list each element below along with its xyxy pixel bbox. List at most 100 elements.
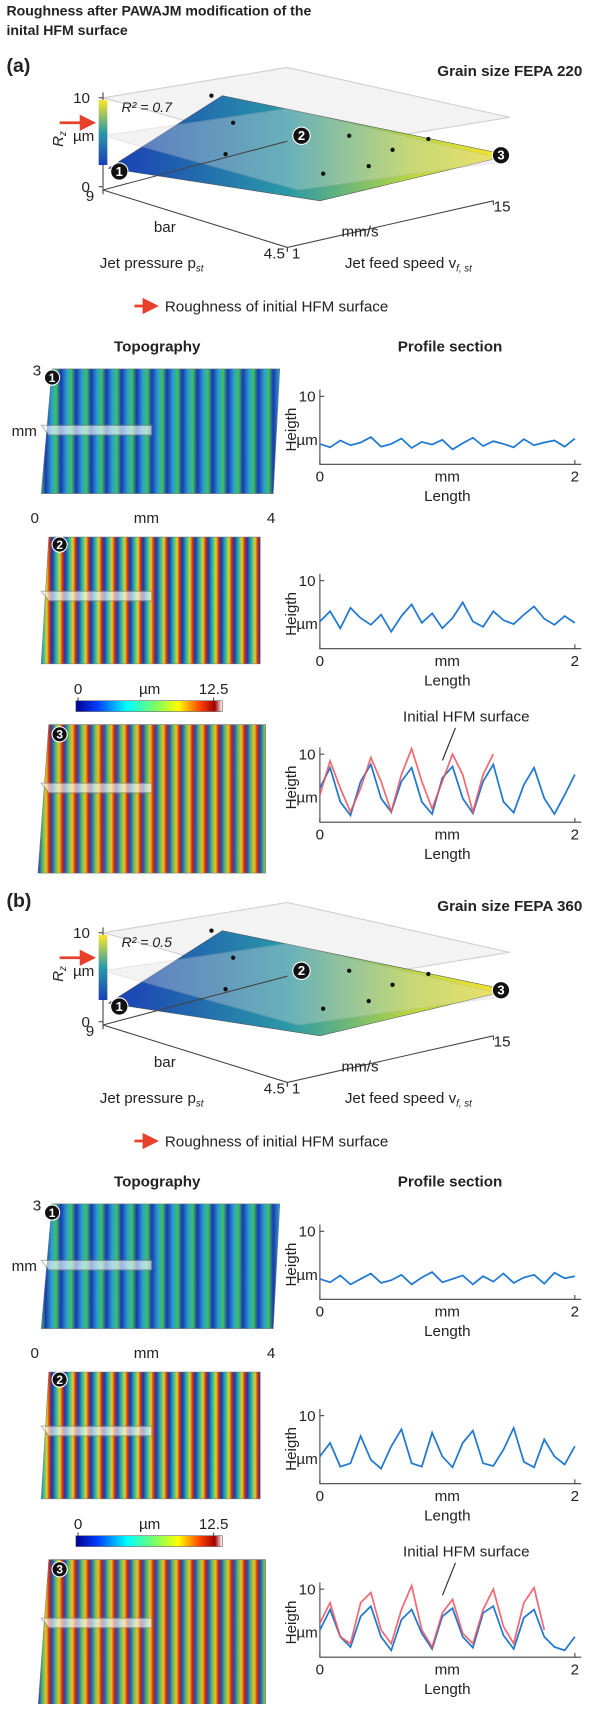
section-bar [40,1617,153,1629]
x-axis-label: Length [424,1508,470,1525]
axis-line [319,1224,582,1300]
axis-label-sub: st [196,1098,205,1109]
axis-tick-label: 15 [494,199,511,216]
sample-marker [51,726,68,743]
sample-number: 2 [298,963,305,978]
sample-number: 3 [497,148,504,163]
x-tick-label: 2 [571,1304,579,1321]
y-axis-label: Heigth [283,1243,300,1287]
grid-plane [102,108,510,191]
axis-label-sub: f, st [456,1098,473,1109]
topo-y-tick: 3 [33,362,41,379]
sample-marker [491,146,511,165]
r-squared: R² = 0.7 [121,99,173,115]
y-unit: µm [296,432,317,449]
topo-unit: mm [12,423,37,440]
colorbar [75,700,223,712]
measurement-dot [426,971,431,977]
topo-x-tick: 0 [30,510,38,527]
z-colorbar [98,99,108,166]
topography-image [37,724,266,874]
topography-image [40,1203,281,1329]
axis-unit: bar [154,219,176,236]
topo-unit: mm [134,510,159,527]
sample-marker [43,1204,61,1221]
section-bar [40,1425,153,1437]
axis-line [319,389,582,465]
section-title: Profile section [398,339,503,356]
axis-tick-label: 1 [292,245,300,262]
topo-unit: mm [12,1258,37,1275]
measurement-dot [230,120,236,125]
axis-label-main: Jet feed speed v [345,255,457,272]
section-title: Topography [114,1174,201,1191]
z-axis-label: Rz [50,131,69,147]
colorbar [75,1535,223,1547]
section-title: Topography [114,339,201,356]
profile-line [319,436,576,451]
y-axis-label: Heigth [283,592,300,636]
x-tick-label: 0 [316,1662,324,1679]
sample-marker [110,162,129,181]
x-tick-label: 0 [316,653,324,670]
measurement-dot [223,987,228,992]
axis-unit: mm/s [341,1059,378,1076]
x-axis-label: Length [424,673,470,690]
z-tick-label: 0 [82,1014,90,1031]
sample-number: 1 [116,164,123,179]
x-tick-label: 0 [316,1304,324,1321]
x-axis-label: Length [424,846,470,863]
legend-text: Roughness of initial HFM surface [165,298,388,315]
legend-text: Roughness of initial HFM surface [165,1133,388,1150]
y-tick-label: 10 [299,747,316,764]
z-subscript: z [58,966,69,972]
x-unit: mm [435,827,460,844]
colorbar-tick-label: 0 [74,681,82,698]
y-axis-label: Heigth [283,1427,300,1471]
axis-tick-label: 9 [86,188,94,205]
measurement-dot [366,163,371,169]
x-axis-label: Length [424,488,470,505]
x-tick-label: 2 [571,469,579,486]
title-line: inital HFM surface [7,22,128,38]
colorbar-tick-label: 12.5 [199,681,229,698]
colorbar-unit: µm [139,681,160,698]
annotation-line [441,727,456,761]
topo-unit: mm [134,1345,159,1362]
axis-label: Jet pressure pst [100,255,205,274]
sample-number: 1 [49,371,56,385]
measurement-dot [426,136,431,142]
x-tick-label: 0 [316,827,324,844]
measurement-dot [209,928,214,933]
colorbar-tick-label: 0 [74,1516,82,1533]
y-tick-label: 10 [299,389,316,406]
y-tick-label: 10 [299,573,316,590]
sample-marker [491,981,511,1000]
z-axis-label: Rz [50,966,69,982]
axis-tick-label: 4.5 [264,1080,285,1097]
profile-line [319,1425,576,1471]
axis-unit: bar [154,1054,176,1071]
x-unit: mm [435,653,460,670]
sample-marker [110,997,129,1016]
y-tick-label: 10 [299,1582,316,1599]
title-line: Roughness after PAWAJM modification of t… [7,2,312,18]
topography-image [40,368,281,494]
y-unit: µm [296,616,317,633]
y-unit: µm [296,790,317,807]
section-title: Profile section [398,1174,503,1191]
sample-number: 3 [497,983,504,998]
z-subscript: z [58,131,69,137]
measurement-dot [320,171,326,176]
panel-label: (a) [7,55,31,77]
profile-line [319,762,576,818]
x-tick-label: 2 [571,1662,579,1679]
measurement-dot [347,968,352,973]
sample-number: 2 [56,1373,63,1387]
profile-line [319,600,576,634]
measurement-dot [209,93,214,98]
x-tick-label: 0 [316,469,324,486]
x-tick-label: 2 [571,827,579,844]
